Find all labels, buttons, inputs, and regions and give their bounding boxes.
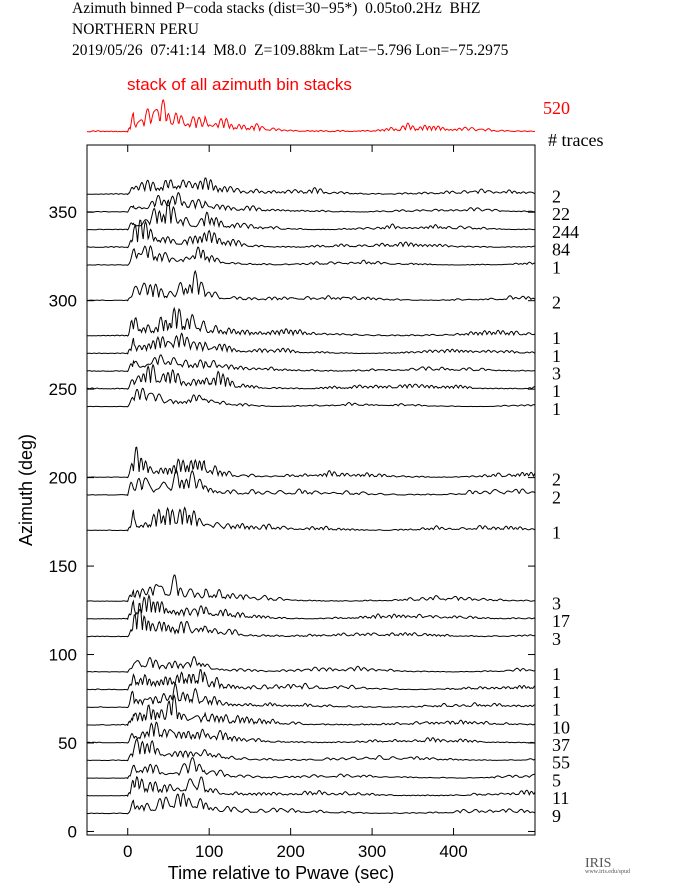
trace-az-190 — [87, 469, 536, 497]
y-axis-label: Azimuth (deg) — [16, 434, 36, 546]
trace-count: 1 — [552, 399, 561, 419]
y-tick-label: 0 — [68, 822, 77, 841]
trace-count: 3 — [552, 629, 561, 649]
title-line-3: 2019/05/26 07:41:14 M8.0 Z=109.88km Lat=… — [72, 42, 509, 59]
trace-az-80 — [86, 668, 536, 691]
trace-count: 9 — [552, 806, 561, 826]
trace-az-340 — [87, 199, 536, 231]
y-tick-label: 50 — [58, 734, 77, 753]
trace-count: 22 — [552, 204, 570, 224]
x-tick-label: 100 — [195, 842, 223, 861]
x-tick-label: 0 — [123, 842, 132, 861]
x-tick-label: 300 — [358, 842, 386, 861]
trace-az-10 — [86, 792, 536, 815]
trace-az-70 — [86, 683, 535, 709]
trace-count: 84 — [552, 240, 570, 260]
y-tick-label: 300 — [49, 292, 77, 311]
trace-count: 10 — [552, 717, 570, 737]
trace-az-60 — [87, 694, 536, 727]
trace-az-360 — [87, 177, 535, 196]
trace-az-350 — [87, 191, 536, 213]
trace-az-30 — [87, 757, 535, 780]
y-tick-label: 150 — [49, 557, 77, 576]
trace-az-300 — [86, 269, 536, 302]
x-axis-label: Time relative to Pwave (sec) — [168, 863, 394, 883]
trace-count: 5 — [552, 770, 561, 790]
trace-count: 55 — [552, 753, 570, 773]
y-tick-label: 250 — [49, 380, 77, 399]
trace-az-170 — [86, 506, 536, 532]
trace-az-260 — [86, 354, 535, 373]
trace-az-280 — [86, 306, 536, 337]
trace-count: 11 — [552, 788, 569, 808]
trace-az-110 — [87, 602, 536, 638]
trace-count: 1 — [552, 346, 561, 366]
trace-count: 1 — [552, 328, 561, 348]
stack-label: stack of all azimuth bin stacks — [127, 75, 352, 94]
trace-az-320 — [86, 244, 536, 266]
y-tick-label: 100 — [49, 646, 77, 665]
trace-count: 244 — [552, 222, 579, 242]
title-line-1: Azimuth binned P−coda stacks (dist=30−95… — [72, 0, 481, 17]
trace-az-250 — [87, 363, 536, 390]
trace-count: 2 — [552, 487, 561, 507]
trace-count: 2 — [552, 293, 561, 313]
trace-az-200 — [86, 446, 536, 479]
trace-count: 17 — [552, 611, 570, 631]
trace-az-50 — [86, 721, 536, 744]
trace-az-90 — [86, 656, 536, 673]
stack-trace — [86, 99, 536, 133]
trace-count: 37 — [552, 735, 570, 755]
y-tick-label: 200 — [49, 469, 77, 488]
y-tick-label: 350 — [49, 203, 77, 222]
x-tick-label: 400 — [439, 842, 467, 861]
stack-count: 520 — [543, 98, 570, 118]
trace-count: 1 — [552, 257, 561, 277]
trace-count: 3 — [552, 593, 561, 613]
trace-count: 1 — [552, 523, 561, 543]
trace-az-120 — [86, 593, 536, 621]
plot-frame — [86, 144, 536, 836]
trace-az-20 — [86, 776, 536, 798]
title-line-2: NORTHERN PERU — [72, 21, 199, 38]
trace-count: 2 — [552, 187, 561, 207]
trace-count: 1 — [552, 700, 561, 720]
trace-count: 3 — [552, 363, 561, 383]
trace-az-130 — [86, 574, 535, 603]
trace-count: 1 — [552, 664, 561, 684]
traces-header: # traces — [548, 130, 603, 150]
trace-az-330 — [86, 219, 536, 249]
iris-logo: IRIS www.iris.edu/spud — [585, 856, 630, 875]
trace-count: 1 — [552, 381, 561, 401]
trace-az-270 — [86, 332, 536, 355]
trace-az-240 — [86, 387, 536, 408]
x-tick-label: 200 — [276, 842, 304, 861]
trace-count: 2 — [552, 470, 561, 490]
trace-az-40 — [87, 738, 536, 762]
trace-count: 1 — [552, 682, 561, 702]
